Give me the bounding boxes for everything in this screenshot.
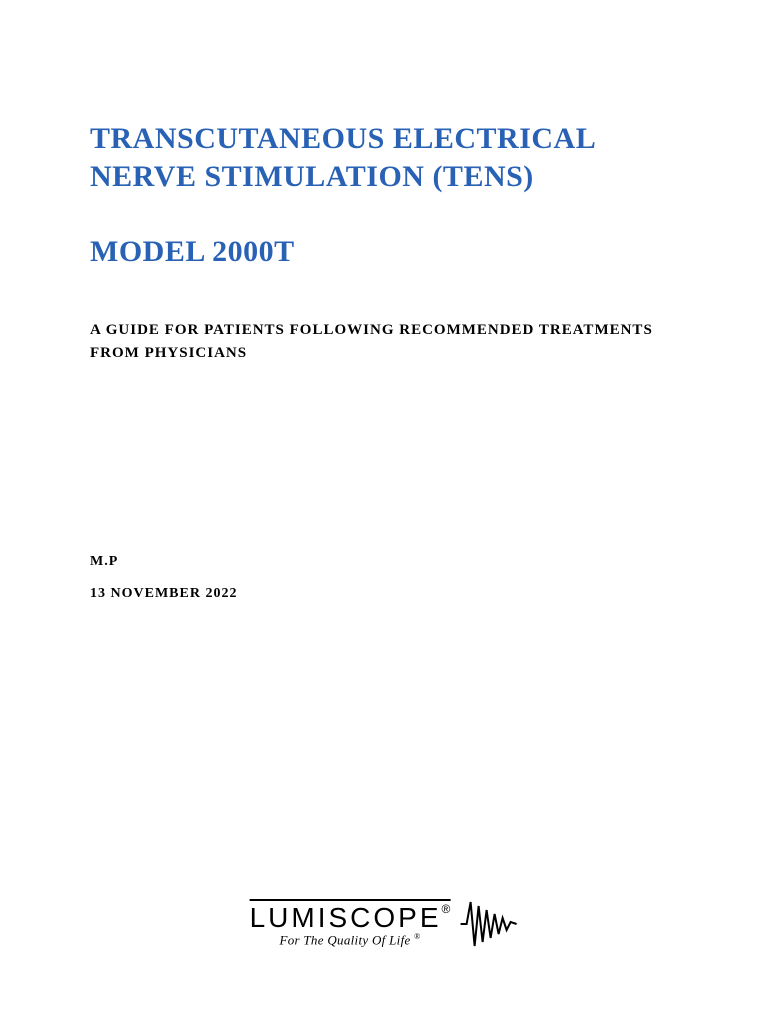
document-subtitle: A GUIDE FOR PATIENTS FOLLOWING RECOMMEND…	[90, 319, 678, 364]
logo-text-block: LUMISCOPE® For The Quality Of Life ®	[250, 899, 451, 948]
logo-brand-name: LUMISCOPE®	[250, 901, 451, 934]
logo-waveform-icon	[458, 894, 518, 954]
brand-logo: LUMISCOPE® For The Quality Of Life ®	[250, 894, 519, 954]
author-initials: M.P	[90, 554, 678, 570]
logo-tagline: For The Quality Of Life ®	[279, 932, 420, 948]
document-title: TRANSCUTANEOUS ELECTRICAL NERVE STIMULAT…	[90, 120, 678, 195]
document-date: 13 NOVEMBER 2022	[90, 586, 678, 602]
model-heading: MODEL 2000T	[90, 235, 678, 269]
